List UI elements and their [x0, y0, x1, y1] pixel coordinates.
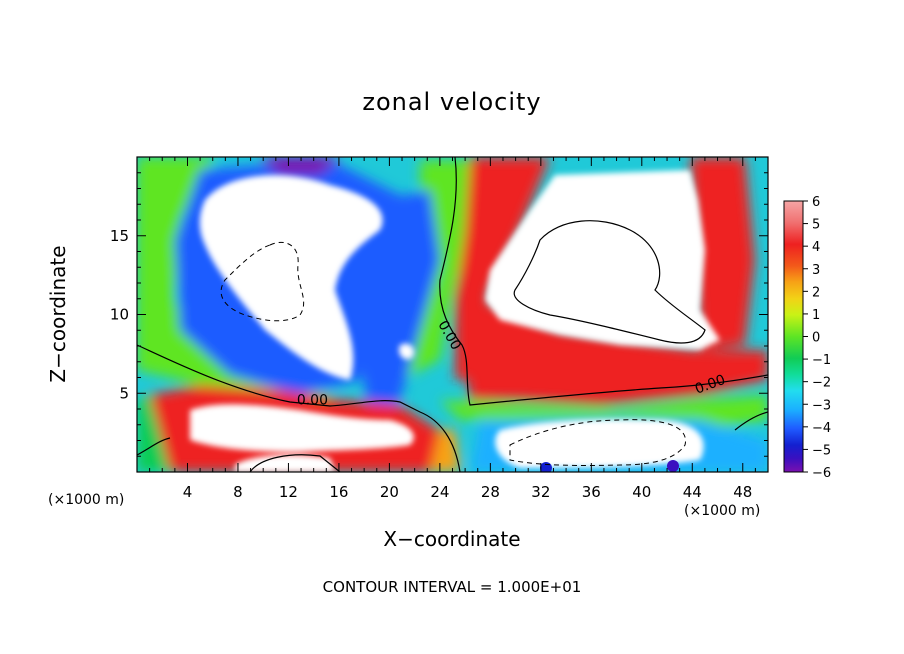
contour-label: 0.00 [297, 393, 328, 409]
colorbar-tick-label: 4 [812, 240, 820, 255]
x-tick-label: 12 [279, 483, 298, 501]
x-axis: 4 8 12 16 20 24 28 32 36 40 44 48 [149, 157, 756, 501]
colorbar-ticks: 6 5 4 3 2 1 0 −1 −2 −3 −4 −5 −6 [803, 195, 831, 481]
colorbar-tick-label: 5 [812, 218, 820, 233]
x-tick-label: 32 [531, 483, 550, 501]
negative-contours [220, 241, 686, 466]
x-tick-label: 36 [582, 483, 601, 501]
x-tick-label: 4 [183, 483, 193, 501]
colorbar-tick-label: 3 [812, 263, 820, 278]
y-axis: 5 10 15 [110, 172, 768, 457]
colorbar-tick-label: −6 [812, 466, 831, 481]
x-tick-label: 44 [683, 483, 702, 501]
x-unit-label-left: (×1000 m) [48, 492, 125, 508]
colorbar-tick-label: 6 [812, 195, 820, 210]
x-unit-label-right: (×1000 m) [684, 503, 761, 519]
colorbar-tick-label: −2 [812, 376, 831, 391]
colorbar-tick-label: −5 [812, 443, 831, 458]
x-tick-label: 48 [733, 483, 752, 501]
x-tick-label: 16 [329, 483, 348, 501]
colorbar-tick-label: 1 [812, 308, 820, 323]
colorbar-tick-label: −3 [812, 398, 831, 413]
contour-lines [137, 157, 768, 472]
colorbar-tick-label: 2 [812, 285, 820, 300]
colorbar-tick-label: 0 [812, 331, 820, 346]
x-tick-label: 40 [632, 483, 651, 501]
heatmap-field [137, 157, 768, 472]
y-axis-label: Z−coordinate [46, 245, 70, 383]
chart-title: zonal velocity [362, 88, 542, 116]
contour-interval-note: CONTOUR INTERVAL = 1.000E+01 [322, 578, 582, 596]
y-tick-label: 5 [119, 384, 129, 402]
colorbar-tick-label: −4 [812, 421, 831, 436]
x-tick-label: 28 [481, 483, 500, 501]
y-tick-label: 15 [110, 227, 129, 245]
y-tick-label: 10 [110, 306, 129, 324]
x-tick-label: 20 [380, 483, 399, 501]
colorbar-tick-label: −1 [812, 353, 831, 368]
x-axis-label: X−coordinate [383, 527, 521, 551]
x-tick-label: 8 [233, 483, 243, 501]
colorbar [783, 200, 804, 473]
x-tick-label: 24 [430, 483, 449, 501]
